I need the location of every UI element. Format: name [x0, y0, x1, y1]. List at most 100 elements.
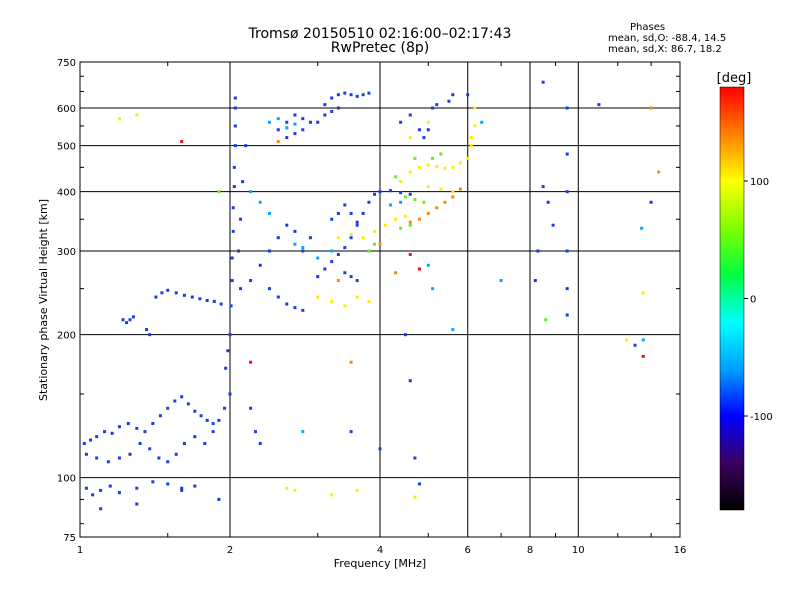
data-point	[399, 191, 403, 195]
data-point	[378, 447, 382, 451]
data-point	[84, 486, 88, 490]
data-point	[135, 113, 139, 117]
data-point	[301, 117, 305, 121]
data-point	[316, 120, 320, 124]
data-point	[323, 267, 327, 271]
data-point	[389, 189, 393, 193]
data-point	[451, 328, 455, 332]
data-point	[336, 211, 340, 215]
data-point	[89, 438, 93, 442]
data-point	[399, 120, 403, 124]
data-point	[233, 124, 237, 128]
data-point	[110, 431, 114, 435]
data-point	[249, 360, 253, 364]
data-point	[239, 287, 243, 291]
data-point	[267, 211, 271, 215]
y-tick-label: 300	[57, 247, 76, 258]
data-point	[403, 214, 407, 218]
data-point	[541, 185, 545, 189]
data-point	[408, 192, 412, 196]
data-point	[413, 198, 417, 202]
y-axis-label: Stationary phase Virtual Height [km]	[37, 199, 50, 401]
data-point	[417, 267, 421, 271]
x-tick-label: 8	[527, 545, 533, 556]
data-point	[267, 287, 271, 291]
data-point	[217, 190, 221, 194]
data-point	[135, 486, 139, 490]
data-point	[330, 299, 334, 303]
data-point	[447, 99, 451, 103]
data-point	[174, 452, 178, 456]
data-point	[180, 488, 184, 492]
data-point	[597, 103, 601, 107]
data-point	[249, 406, 253, 410]
data-point	[106, 460, 110, 464]
data-point	[229, 304, 233, 308]
data-point	[403, 333, 407, 337]
data-point	[148, 333, 152, 337]
data-point	[422, 200, 426, 204]
data-point	[426, 128, 430, 132]
data-point	[148, 447, 152, 451]
data-point	[180, 486, 184, 490]
data-point	[469, 136, 473, 140]
data-point	[439, 187, 443, 191]
axes: 1 2 4 6 8 10 16 75 100 200 300 400 500 600 750	[57, 58, 686, 556]
data-point	[480, 120, 484, 124]
data-point	[367, 299, 371, 303]
data-point	[473, 124, 477, 128]
data-point	[399, 200, 403, 204]
x-tick-label: 2	[227, 545, 233, 556]
data-point	[316, 295, 320, 299]
data-point	[293, 488, 297, 492]
colorbar-tick-label: 0	[750, 295, 756, 306]
data-point	[435, 206, 439, 210]
data-point	[361, 93, 365, 97]
data-point	[174, 291, 178, 295]
data-point	[426, 263, 430, 267]
data-point	[330, 217, 334, 221]
data-point	[451, 195, 455, 199]
data-point	[151, 422, 155, 426]
data-point	[408, 252, 412, 256]
data-point	[258, 200, 262, 204]
data-point	[541, 80, 545, 84]
data-point	[330, 493, 334, 497]
data-point	[323, 103, 327, 107]
x-tick-label: 4	[377, 545, 383, 556]
data-point	[223, 406, 227, 410]
data-point	[435, 103, 439, 107]
data-point	[451, 165, 455, 169]
data-point	[355, 223, 359, 227]
data-point	[125, 321, 129, 325]
data-point	[451, 190, 455, 194]
data-point	[426, 211, 430, 215]
data-point	[190, 295, 194, 299]
data-point	[293, 229, 297, 233]
y-tick-label: 200	[57, 331, 76, 342]
data-points	[82, 80, 661, 511]
y-tick-label: 400	[57, 188, 76, 199]
data-point	[193, 484, 197, 488]
data-point	[355, 279, 359, 283]
data-point	[641, 354, 645, 358]
colorbar-ticks: 100 0 -100	[744, 177, 773, 423]
data-point	[469, 144, 473, 148]
data-point	[117, 491, 121, 495]
data-point	[417, 482, 421, 486]
data-point	[241, 180, 245, 184]
data-point	[203, 442, 207, 446]
data-point	[126, 422, 130, 426]
data-point	[330, 109, 334, 113]
data-point	[91, 493, 95, 497]
data-point	[212, 299, 216, 303]
data-point	[211, 430, 215, 434]
plot-frame	[79, 61, 681, 538]
data-point	[443, 166, 447, 170]
data-point	[236, 249, 240, 253]
data-point	[117, 425, 121, 429]
data-point	[293, 113, 297, 117]
grid-lines	[80, 62, 680, 537]
phases-heading: Phases	[630, 22, 666, 33]
data-point	[233, 106, 237, 110]
